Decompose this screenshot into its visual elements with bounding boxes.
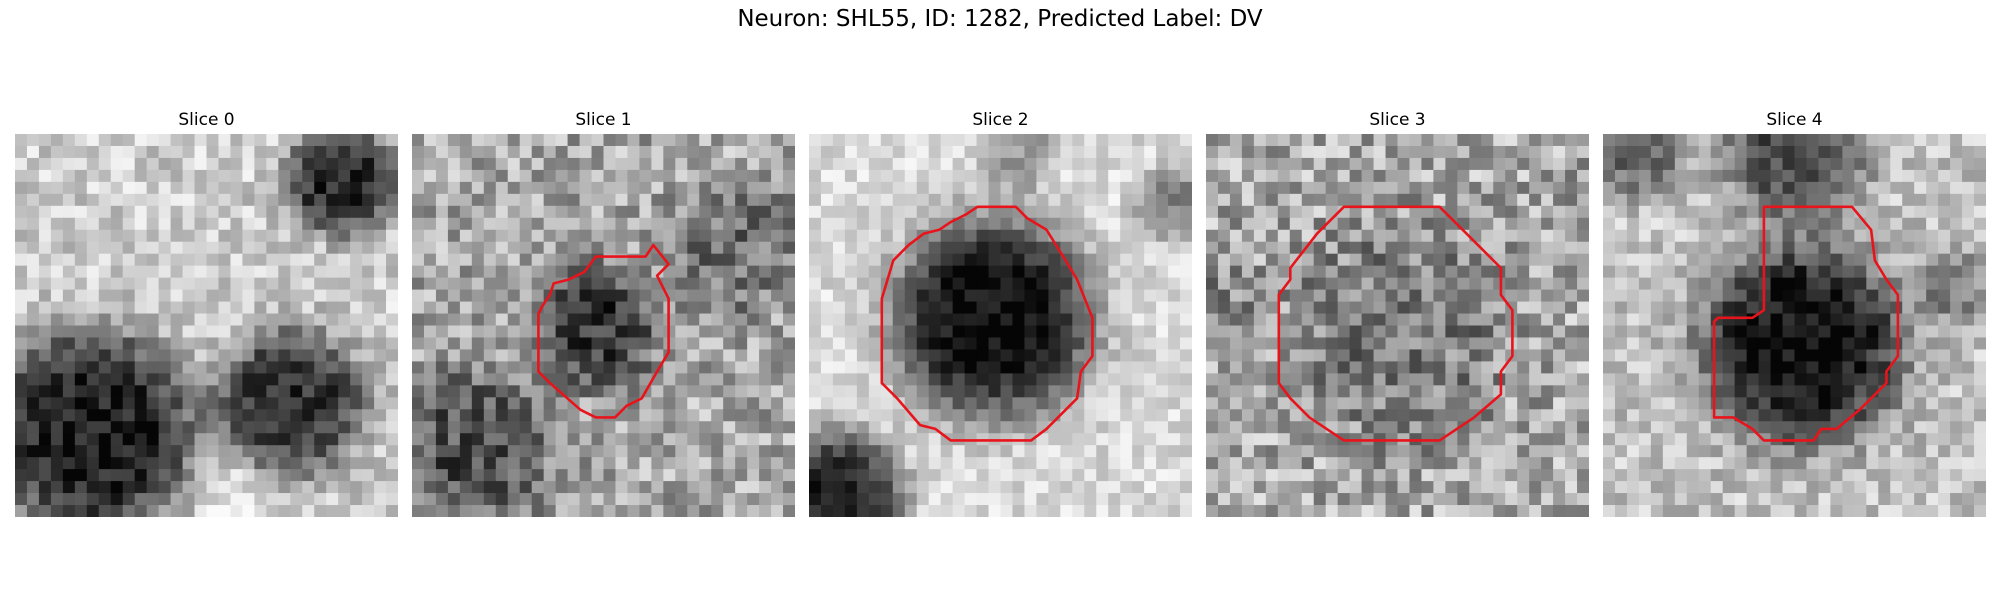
slice-title: Slice 2: [972, 110, 1029, 130]
slice-panel-4: Slice 4: [1603, 108, 1986, 517]
slice-image: [15, 134, 398, 517]
pixel-grid: [809, 134, 1192, 517]
slice-panel-0: Slice 0: [15, 108, 398, 517]
slice-title: Slice 0: [178, 110, 235, 130]
pixel-grid: [412, 134, 795, 517]
segmentation-contour: [1277, 205, 1514, 442]
slice-panel-1: Slice 1: [412, 108, 795, 517]
slice-panel-2: Slice 2: [809, 108, 1192, 517]
pixel-grid: [1603, 134, 1986, 517]
figure-title: Neuron: SHL55, ID: 1282, Predicted Label…: [737, 6, 1263, 32]
segmentation-contour: [537, 243, 670, 419]
slice-image: [1206, 134, 1589, 517]
slice-title: Slice 1: [575, 110, 632, 130]
slice-image: [412, 134, 795, 517]
slice-title: Slice 3: [1369, 110, 1426, 130]
segmentation-contour: [1712, 205, 1900, 442]
slice-image: [1603, 134, 1986, 517]
segmentation-contour: [880, 205, 1094, 442]
slice-panel-3: Slice 3: [1206, 108, 1589, 517]
pixel-grid: [1206, 134, 1589, 517]
pixel-grid: [15, 134, 398, 517]
slice-image: [809, 134, 1192, 517]
slice-title: Slice 4: [1766, 110, 1823, 130]
